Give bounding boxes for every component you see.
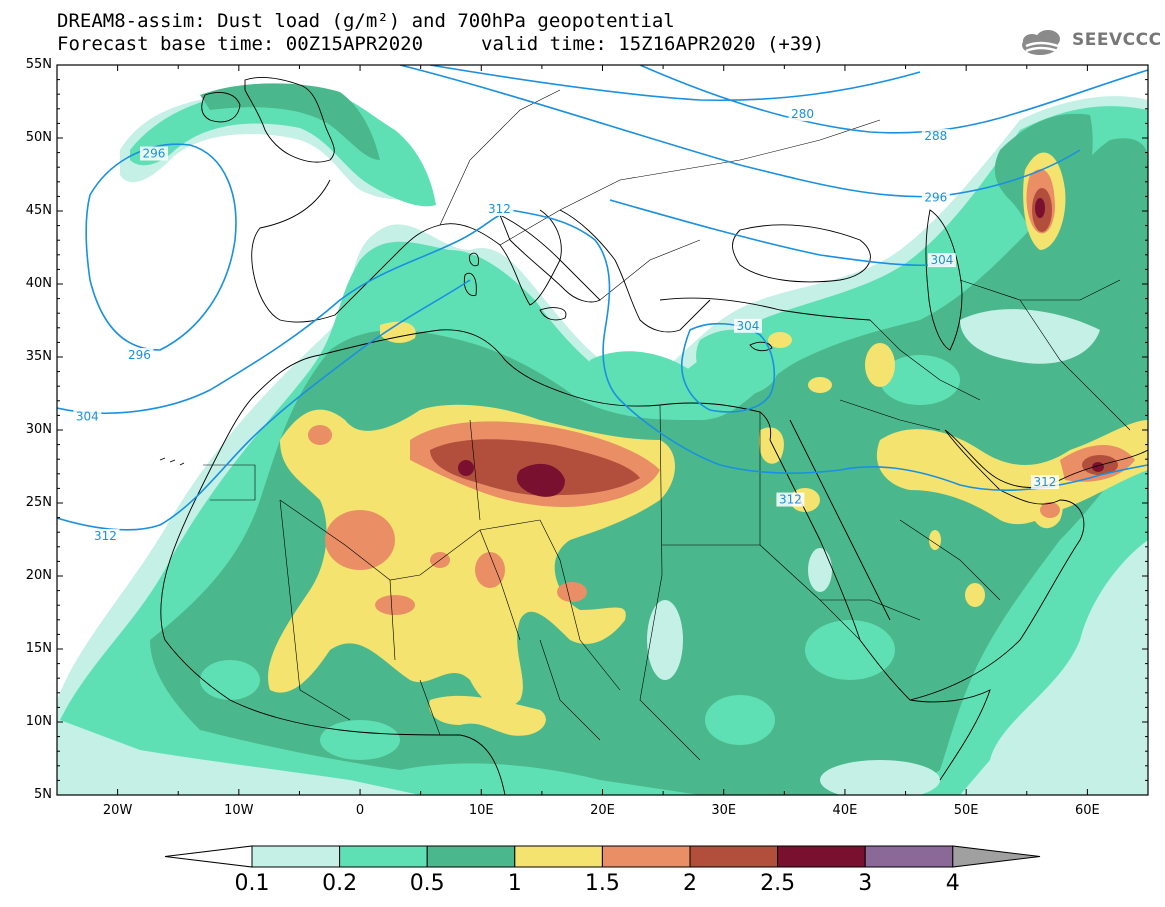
lat-label: 5N xyxy=(34,787,52,802)
colorbar-segment xyxy=(514,845,603,868)
contour-label-bg xyxy=(1030,475,1059,490)
contour-label-bg xyxy=(927,253,956,268)
cloud-icon xyxy=(1022,30,1060,55)
lon-label: 10W xyxy=(224,803,254,818)
contour-label-bg xyxy=(125,348,154,362)
contour-label-bg xyxy=(733,318,762,333)
lon-label: 0 xyxy=(355,803,365,818)
map-title: DREAM8-assim: Dust load (g/m²) and 700hP… xyxy=(57,10,675,32)
valid-time: valid time: 15Z16APR2020 (+39) xyxy=(481,33,825,55)
contour-label: 312 xyxy=(779,493,802,507)
contour-label: 304 xyxy=(930,253,953,267)
lat-label: 50N xyxy=(25,130,52,145)
colorbar-label: 3 xyxy=(858,871,873,896)
colorbar-segment xyxy=(339,845,428,868)
lat-label: 15N xyxy=(25,641,52,656)
lat-label: 55N xyxy=(25,57,52,72)
contour-label: 304 xyxy=(76,409,99,423)
contour-label: 296 xyxy=(143,147,166,161)
lon-label: 10E xyxy=(468,803,494,818)
lon-label: 20E xyxy=(590,803,615,818)
colorbar-segment xyxy=(777,845,866,868)
colorbar-label: 0.2 xyxy=(322,871,358,896)
colorbar-min-triangle xyxy=(164,845,253,868)
colorbar-label: 0.1 xyxy=(234,871,270,896)
contour-label-bg xyxy=(776,492,805,507)
country-borders xyxy=(203,89,1131,761)
contour-label: 312 xyxy=(1034,475,1057,489)
contour-label: 288 xyxy=(924,129,947,143)
contour-labels: 280 288 296 296 296 304 304 304 312 312 312 312 xyxy=(73,107,1059,544)
colorbar xyxy=(164,845,1041,868)
lon-label: 20W xyxy=(102,803,133,818)
contour-label-bg xyxy=(921,190,950,205)
colorbar-segment xyxy=(251,845,341,868)
lat-label: 35N xyxy=(25,349,52,364)
colorbar-segment xyxy=(689,845,779,868)
contour-label: 312 xyxy=(488,202,511,216)
colorbar-segment xyxy=(426,845,516,868)
colorbar-segment xyxy=(601,845,691,868)
lon-label: 50E xyxy=(953,803,979,818)
contour-label-bg xyxy=(73,409,102,424)
axis-ticks xyxy=(56,64,1149,796)
forecast-base-time: Forecast base time: 00Z15APR2020 xyxy=(57,33,424,55)
lat-label: 20N xyxy=(25,568,52,583)
lon-label: 40E xyxy=(832,803,858,818)
coastlines xyxy=(159,77,1148,795)
geopotential-contours xyxy=(57,65,1148,531)
colorbar-segment xyxy=(864,845,954,868)
contour-label: 304 xyxy=(737,319,760,333)
logo-text: SEEVCCC xyxy=(1072,30,1162,50)
lon-label: 30E xyxy=(711,803,737,818)
contour-label-bg xyxy=(788,107,817,122)
colorbar-label: 2 xyxy=(683,871,697,896)
lat-label: 30N xyxy=(25,422,52,437)
dust-level-2.5 xyxy=(458,198,1104,497)
contour-label-bg xyxy=(485,202,514,216)
contour-label-bg xyxy=(139,146,168,161)
contour-label: 296 xyxy=(924,190,947,204)
contour-label: 280 xyxy=(791,107,814,121)
contour-label: 312 xyxy=(94,529,117,543)
colorbar-label: 2.5 xyxy=(760,871,796,896)
colorbar-label: 4 xyxy=(945,871,960,896)
lat-label: 40N xyxy=(25,276,52,291)
lat-label: 45N xyxy=(25,203,52,218)
lat-label: 25N xyxy=(25,495,52,510)
colorbar-max-triangle xyxy=(952,845,1041,868)
colorbar-label: 1.5 xyxy=(584,871,620,896)
colorbar-label: 0.5 xyxy=(409,871,445,896)
contour-label: 296 xyxy=(128,348,151,362)
lon-label: 60E xyxy=(1074,803,1100,818)
lat-label: 10N xyxy=(25,714,52,729)
contour-label-bg xyxy=(91,529,120,544)
colorbar-label: 1 xyxy=(507,871,522,896)
contour-label-bg xyxy=(921,129,950,143)
